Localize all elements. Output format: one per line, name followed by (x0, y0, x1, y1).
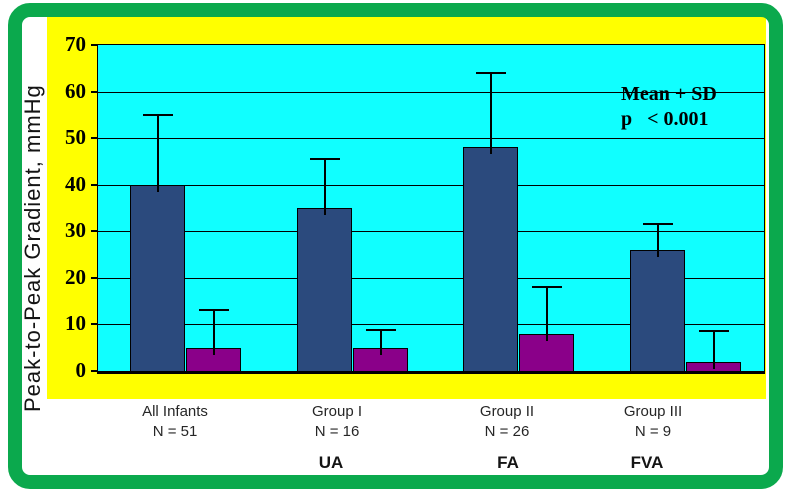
category-label-2: Group II N = 26 (480, 402, 534, 442)
error-bar-1-2 (546, 287, 548, 341)
category-name: All Infants (142, 403, 208, 420)
annotation: Mean + SD p < 0.001 (621, 82, 717, 132)
gridline-20 (98, 278, 764, 279)
category-n-label: N = 51 (152, 423, 198, 440)
gridline-10 (98, 324, 764, 325)
gridline-60 (98, 92, 764, 93)
category-n-label: N = 16 (314, 423, 360, 440)
bar-primary-2 (463, 147, 518, 371)
site-label-FVA: FVA (630, 453, 664, 472)
bar-primary-1 (297, 208, 352, 371)
category-name: Group II (479, 403, 535, 420)
category-name: Group I (311, 403, 363, 420)
y-tick-label-70: 70 (65, 32, 86, 56)
y-tick-70 (91, 44, 98, 46)
error-bar-cap-1-1 (366, 329, 396, 331)
category-label-3: Group III N = 9 (624, 402, 682, 442)
y-tick-label-20: 20 (65, 265, 86, 289)
gridline-40 (98, 185, 764, 186)
category-n-label: N = 26 (484, 423, 530, 440)
plot-area (97, 44, 765, 374)
error-bar-1-1 (380, 330, 382, 355)
y-tick-label-50: 50 (65, 125, 86, 149)
site-label-FA: FA (497, 453, 519, 472)
category-name: Group III (623, 403, 683, 420)
y-tick-0 (91, 370, 98, 372)
annotation-mean-sd: Mean + SD (621, 83, 717, 105)
error-bar-0-2 (490, 73, 492, 154)
y-tick-label-30: 30 (65, 218, 86, 242)
y-tick-label-40: 40 (65, 172, 86, 196)
y-tick-30 (91, 230, 98, 232)
error-bar-cap-0-0 (143, 114, 173, 116)
error-bar-cap-0-1 (310, 158, 340, 160)
y-tick-label-0: 0 (75, 358, 87, 382)
error-bar-cap-1-3 (699, 330, 729, 332)
y-tick-50 (91, 137, 98, 139)
category-label-0: All Infants N = 51 (142, 402, 208, 442)
error-bar-cap-1-2 (532, 286, 562, 288)
gridline-50 (98, 138, 764, 139)
category-label-1: Group I N = 16 (312, 402, 362, 442)
y-tick-40 (91, 184, 98, 186)
error-bar-cap-0-2 (476, 72, 506, 74)
error-bar-1-0 (213, 310, 215, 355)
y-tick-60 (91, 91, 98, 93)
y-tick-label-60: 60 (65, 79, 86, 103)
category-n-label: N = 9 (634, 423, 672, 440)
y-tick-label-10: 10 (65, 311, 86, 335)
error-bar-0-0 (157, 115, 159, 192)
gridline-30 (98, 231, 764, 232)
y-tick-10 (91, 323, 98, 325)
error-bar-1-3 (713, 331, 715, 369)
error-bar-0-1 (324, 159, 326, 215)
y-axis-title: Peak-to-Peak Gradient, mmHg (20, 84, 45, 412)
error-bar-cap-0-3 (643, 223, 673, 225)
y-tick-20 (91, 277, 98, 279)
site-label-UA: UA (318, 453, 344, 472)
bar-primary-3 (630, 250, 685, 371)
annotation-p-value: p < 0.001 (621, 108, 709, 130)
bar-primary-0 (130, 185, 185, 371)
error-bar-cap-1-0 (199, 309, 229, 311)
error-bar-0-3 (657, 224, 659, 257)
